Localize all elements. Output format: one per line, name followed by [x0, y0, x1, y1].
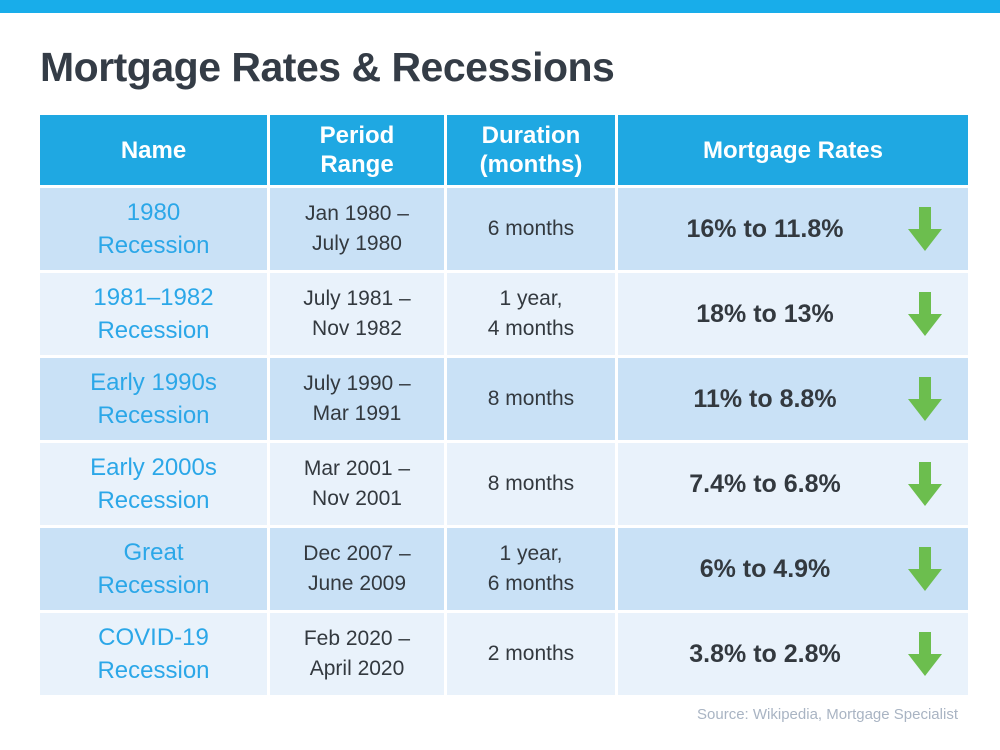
down-arrow-icon — [908, 632, 942, 676]
duration-cell: 1 year, 6 months — [447, 528, 615, 610]
duration-cell: 2 months — [447, 613, 615, 695]
cell-line: Dec 2007 – — [303, 542, 411, 565]
rate-cell: 3.8% to 2.8% — [618, 613, 968, 695]
cell-line: 6 months — [487, 572, 575, 595]
table-body: 1980 Recession Jan 1980 – July 1980 6 months… — [40, 188, 968, 695]
rate-cell: 11% to 8.8% — [618, 358, 968, 440]
table-row: Great Recession Dec 2007 – June 2009 1 year,… — [40, 528, 968, 610]
header-cell-period-range: Period Range — [270, 115, 444, 185]
down-arrow-icon — [908, 292, 942, 336]
cell-line: 1980 — [126, 199, 181, 226]
duration-cell: 6 months — [447, 188, 615, 270]
cell-line: 1 year, — [499, 542, 563, 565]
rate-value: 16% to 11.8% — [686, 214, 844, 243]
cell-line: Feb 2020 – — [303, 627, 411, 650]
period-cell: Mar 2001 – Nov 2001 — [270, 443, 444, 525]
name-cell: Early 2000s Recession — [40, 443, 267, 525]
cell-line: 8 months — [487, 472, 575, 495]
cell-line: COVID-19 — [98, 624, 209, 651]
name-cell: 1981–1982 Recession — [40, 273, 267, 355]
table-row: 1980 Recession Jan 1980 – July 1980 6 months… — [40, 188, 968, 270]
rate-value: 6% to 4.9% — [699, 554, 831, 583]
rate-cell: 6% to 4.9% — [618, 528, 968, 610]
cell-line: 4 months — [487, 317, 575, 340]
cell-line: 8 months — [487, 387, 575, 410]
rate-cell: 7.4% to 6.8% — [618, 443, 968, 525]
cell-line: Name — [120, 136, 187, 164]
rate-cell: 16% to 11.8% — [618, 188, 968, 270]
cell-line: Recession — [97, 572, 210, 599]
cell-line: Nov 2001 — [312, 487, 402, 510]
header-cell-name: Name — [40, 115, 267, 185]
down-arrow-icon — [908, 547, 942, 591]
cell-line: Jan 1980 – — [305, 202, 409, 225]
cell-line: Great — [123, 539, 184, 566]
cell-line: Nov 1982 — [312, 317, 402, 340]
table-row: COVID-19 Recession Feb 2020 – April 2020 2 m… — [40, 613, 968, 695]
cell-line: Mar 1991 — [312, 402, 402, 425]
table-header-row: Name Period Range Duration (months) Mortgage … — [40, 115, 968, 185]
cell-line: 1 year, — [499, 287, 563, 310]
name-cell: Early 1990s Recession — [40, 358, 267, 440]
top-accent-bar — [0, 0, 1000, 13]
period-cell: July 1981 – Nov 1982 — [270, 273, 444, 355]
period-cell: Jan 1980 – July 1980 — [270, 188, 444, 270]
cell-line: Duration — [481, 122, 581, 149]
cell-line: Mar 2001 – — [303, 457, 411, 480]
duration-cell: 8 months — [447, 358, 615, 440]
cell-line: Recession — [97, 487, 210, 514]
cell-line: Recession — [97, 657, 210, 684]
cell-line: Recession — [97, 402, 210, 429]
duration-cell: 1 year, 4 months — [447, 273, 615, 355]
cell-line: Range — [320, 151, 394, 178]
cell-line: Early 2000s — [90, 454, 217, 481]
header-cell-mortgage-rates: Mortgage Rates — [618, 115, 968, 185]
cell-line: Recession — [97, 232, 210, 259]
name-cell: COVID-19 Recession — [40, 613, 267, 695]
cell-line: June 2009 — [307, 572, 407, 595]
cell-line: Early 1990s — [90, 369, 217, 396]
down-arrow-icon — [908, 207, 942, 251]
rate-value: 18% to 13% — [696, 299, 834, 328]
source-note: Source: Wikipedia, Mortgage Specialist — [697, 706, 958, 723]
cell-line: Mortgage Rates — [702, 136, 884, 164]
cell-line: July 1990 – — [303, 372, 411, 395]
down-arrow-icon — [908, 377, 942, 421]
cell-line: April 2020 — [309, 657, 405, 680]
cell-line: Recession — [97, 317, 210, 344]
cell-line: 2 months — [487, 642, 575, 665]
cell-line: 1981–1982 — [93, 284, 214, 311]
down-arrow-icon — [908, 462, 942, 506]
rate-cell: 18% to 13% — [618, 273, 968, 355]
page-title: Mortgage Rates & Recessions — [40, 44, 615, 90]
cell-line: 6 months — [487, 217, 575, 240]
table-row: 1981–1982 Recession July 1981 – Nov 1982 1 y… — [40, 273, 968, 355]
duration-cell: 8 months — [447, 443, 615, 525]
rate-value: 3.8% to 2.8% — [689, 639, 841, 668]
name-cell: 1980 Recession — [40, 188, 267, 270]
cell-line: July 1980 — [312, 232, 402, 255]
period-cell: Dec 2007 – June 2009 — [270, 528, 444, 610]
table-row: Early 1990s Recession July 1990 – Mar 1991 8… — [40, 358, 968, 440]
rate-value: 7.4% to 6.8% — [689, 469, 841, 498]
header-cell-duration: Duration (months) — [447, 115, 615, 185]
cell-line: July 1981 – — [303, 287, 411, 310]
cell-line: Period — [319, 122, 395, 149]
period-cell: Feb 2020 – April 2020 — [270, 613, 444, 695]
table-row: Early 2000s Recession Mar 2001 – Nov 2001 8 … — [40, 443, 968, 525]
rate-value: 11% to 8.8% — [693, 384, 837, 413]
cell-line: (months) — [479, 151, 583, 178]
name-cell: Great Recession — [40, 528, 267, 610]
recessions-table: Name Period Range Duration (months) Mortgage … — [40, 115, 968, 698]
period-cell: July 1990 – Mar 1991 — [270, 358, 444, 440]
